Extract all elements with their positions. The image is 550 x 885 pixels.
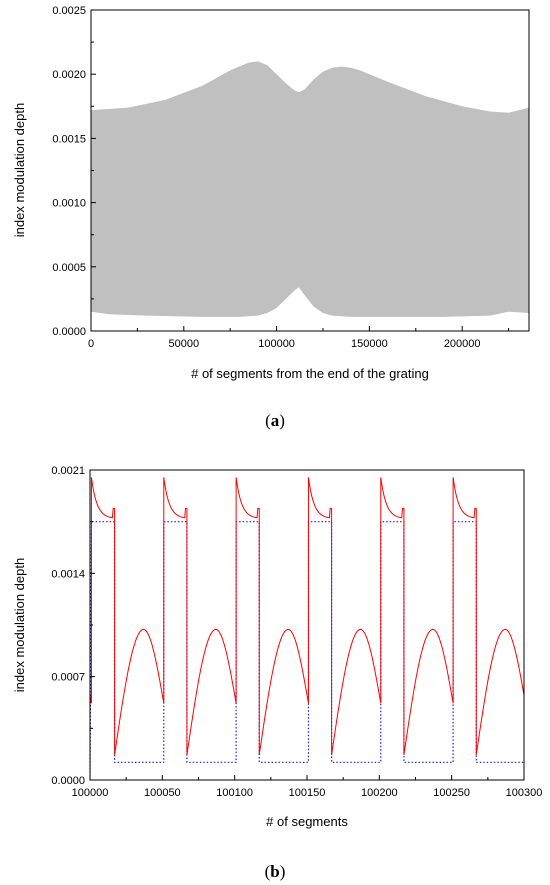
panel-b-caption: (b)	[265, 862, 286, 881]
panel-a-x-tick-label: 200000	[444, 338, 481, 350]
panel-b-x-tick-label: 100250	[433, 787, 470, 799]
panel-b-y-tick-label: 0.0014	[51, 568, 85, 580]
panel-b-y-axis-title: index modulation depth	[12, 558, 27, 692]
panel-a-x-tick-label: 150000	[351, 338, 388, 350]
panel-b-plot-frame	[89, 469, 525, 781]
panel-a-y-tick-label: 0.0015	[52, 133, 86, 145]
panel-b-y-tick-label: 0.0021	[51, 465, 85, 477]
panel-a-x-tick-label: 0	[88, 338, 94, 350]
panel-a-y-tick-label: 0.0020	[52, 69, 86, 81]
panel-b-y-tick-label: 0.0000	[51, 775, 85, 787]
panel-a: 0 50000 100000 150000 200000 0.0000 0.0005 0.00…	[12, 5, 530, 430]
panel-a-axes: 0 50000 100000 150000 200000 0.0000 0.0005 0.00…	[52, 5, 510, 350]
panel-a-caption-letter: a	[271, 411, 280, 430]
actual-profile-line	[90, 477, 524, 763]
panel-b-x-tick-label: 100050	[144, 787, 181, 799]
panel-a-x-axis-title: # of segments from the end of the gratin…	[191, 366, 429, 381]
panel-b-caption-letter: b	[270, 862, 279, 881]
panel-b-x-tick-label: 100000	[72, 787, 109, 799]
panel-b-axes: 100000 100050 100100 100150 100200 100250 1003…	[51, 465, 542, 799]
panel-a-y-tick-label: 0.0005	[52, 262, 86, 274]
panel-a-y-tick-label: 0.0025	[52, 5, 86, 17]
panel-a-x-tick-label: 50000	[168, 338, 199, 350]
panel-a-y-axis-title: index modulation depth	[12, 103, 27, 237]
panel-b-x-tick-label: 100100	[216, 787, 253, 799]
modulation-envelope-area	[91, 61, 529, 317]
panel-a-y-tick-label: 0.0010	[52, 198, 86, 210]
target-profile-line	[90, 521, 524, 780]
panel-b-y-tick-label: 0.0007	[51, 672, 85, 684]
panel-b: 100000 100050 100100 100150 100200 100250 1003…	[12, 465, 542, 881]
panel-b-x-axis-title: # of segments	[266, 814, 348, 829]
panel-a-x-tick-label: 100000	[258, 338, 295, 350]
panel-b-x-tick-label: 100200	[361, 787, 398, 799]
panel-b-x-tick-label: 100150	[289, 787, 326, 799]
panel-b-x-tick-label: 100300	[506, 787, 543, 799]
panel-a-caption: (a)	[265, 411, 285, 430]
panel-a-y-tick-label: 0.0000	[52, 326, 86, 338]
